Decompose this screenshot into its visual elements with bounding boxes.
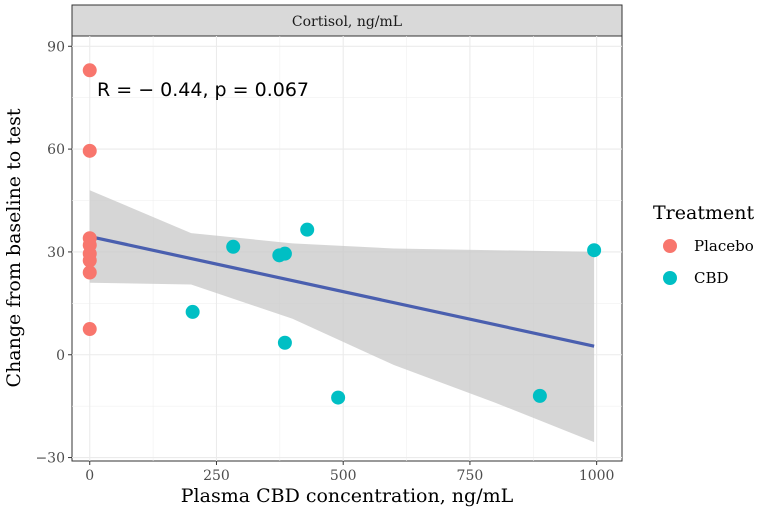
point-placebo xyxy=(82,253,97,268)
point-placebo xyxy=(82,265,97,280)
fit-line-group xyxy=(89,234,595,348)
regression-line xyxy=(89,234,595,348)
legend-key-cbd xyxy=(663,271,677,285)
legend-key-placebo xyxy=(663,239,677,253)
facet-strip-label: Cortisol, ng/mL xyxy=(292,14,402,30)
y-tick-label: −30 xyxy=(35,451,65,467)
point-cbd xyxy=(532,388,547,403)
x-tick-label: 0 xyxy=(85,468,94,484)
legend-label-cbd: CBD xyxy=(694,269,729,287)
point-cbd xyxy=(185,304,200,319)
y-tick-label: 90 xyxy=(47,39,65,55)
point-cbd xyxy=(331,390,346,405)
x-tick-label: 1000 xyxy=(579,468,615,484)
y-axis: −30 0 30 60 90 xyxy=(35,39,72,467)
point-cbd xyxy=(587,243,602,258)
confidence-band xyxy=(89,190,595,443)
legend-title: Treatment xyxy=(653,202,754,224)
x-tick-label: 500 xyxy=(330,468,357,484)
point-cbd xyxy=(277,246,292,261)
x-tick-label: 750 xyxy=(457,468,484,484)
y-tick-label: 30 xyxy=(47,245,65,261)
y-tick-label: 60 xyxy=(47,142,65,158)
confidence-band-group xyxy=(89,190,595,443)
y-tick-label: 0 xyxy=(56,348,65,364)
point-placebo xyxy=(82,63,97,78)
point-cbd xyxy=(277,335,292,350)
y-axis-title: Change from baseline to test xyxy=(3,108,25,387)
point-placebo xyxy=(82,322,97,337)
point-cbd xyxy=(300,222,315,237)
legend-label-placebo: Placebo xyxy=(694,237,754,255)
x-tick-label: 250 xyxy=(203,468,230,484)
strip-background xyxy=(71,4,623,37)
points-group xyxy=(82,63,602,405)
correlation-annotation: R = − 0.44, p = 0.067 xyxy=(97,79,309,101)
point-placebo xyxy=(82,143,97,158)
x-axis: 0 250 500 750 1000 xyxy=(85,461,614,484)
x-axis-title: Plasma CBD concentration, ng/mL xyxy=(181,485,514,507)
point-cbd xyxy=(226,239,241,254)
